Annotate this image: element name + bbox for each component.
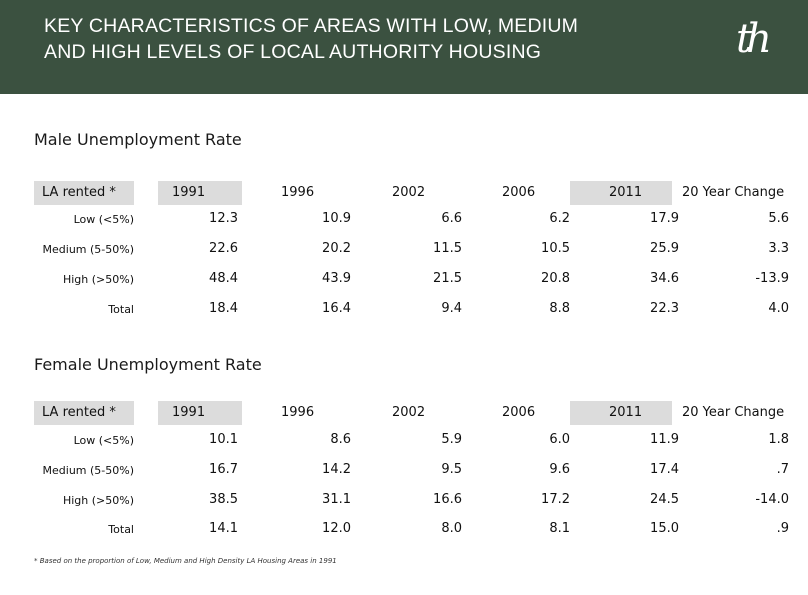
cell-1991: 22.6 [209,241,238,256]
row-label: Medium (5-50%) [42,464,134,477]
column-header-la-rented: LA rented * [42,405,116,420]
column-header-2002: 2002 [392,185,426,200]
cell-2006: 9.6 [549,462,570,477]
column-header-2006: 2006 [502,185,536,200]
male-table-header: LA rented * 1991 1996 2002 2006 2011 20 … [0,181,808,205]
table-row: High (>50%) 48.4 43.9 21.5 20.8 34.6 -13… [0,266,808,294]
cell-1996: 14.2 [322,462,351,477]
cell-2011: 11.9 [650,432,679,447]
cell-2006: 8.1 [549,521,570,536]
table-row: High (>50%) 38.5 31.1 16.6 17.2 24.5 -14… [0,487,808,515]
cell-2002: 21.5 [433,271,462,286]
cell-1991: 12.3 [209,211,238,226]
cell-2006: 6.2 [549,211,570,226]
table-row: Medium (5-50%) 22.6 20.2 11.5 10.5 25.9 … [0,236,808,264]
column-header-2002: 2002 [392,405,426,420]
page-title-line-2: AND HIGH LEVELS OF LOCAL AUTHORITY HOUSI… [44,41,542,63]
brand-logo: th [736,16,772,62]
cell-2002: 8.0 [441,521,462,536]
row-label: Total [108,303,134,316]
female-table-header: LA rented * 1991 1996 2002 2006 2011 20 … [0,401,808,425]
cell-2006: 20.8 [541,271,570,286]
footnote: * Based on the proportion of Low, Medium… [34,557,337,565]
header-band [158,181,242,205]
page-title: KEY CHARACTERISTICS OF AREAS WITH LOW, M… [44,13,684,65]
header-band [158,401,242,425]
row-label: Low (<5%) [73,434,134,447]
cell-2011: 24.5 [650,492,679,507]
cell-1991: 14.1 [209,521,238,536]
cell-change: 1.8 [768,432,789,447]
column-header-20-year-change: 20 Year Change [682,405,785,420]
cell-1996: 12.0 [322,521,351,536]
cell-1991: 16.7 [209,462,238,477]
cell-2002: 11.5 [433,241,462,256]
column-header-20-year-change: 20 Year Change [682,185,785,200]
cell-1996: 31.1 [322,492,351,507]
cell-2006: 17.2 [541,492,570,507]
header-band [570,181,672,205]
cell-2011: 22.3 [650,301,679,316]
cell-2011: 17.4 [650,462,679,477]
cell-1991: 38.5 [209,492,238,507]
column-header-2011: 2011 [609,185,643,200]
column-header-1996: 1996 [281,405,315,420]
cell-2006: 8.8 [549,301,570,316]
row-label: Low (<5%) [73,213,134,226]
table-row: Low (<5%) 10.1 8.6 5.9 6.0 11.9 1.8 [0,427,808,455]
column-header-2006: 2006 [502,405,536,420]
male-section-title: Male Unemployment Rate [34,130,242,149]
row-label: High (>50%) [62,494,134,507]
cell-change: 5.6 [768,211,789,226]
cell-2011: 34.6 [650,271,679,286]
cell-change: 3.3 [768,241,789,256]
column-header-1991: 1991 [172,185,206,200]
cell-2002: 9.5 [441,462,462,477]
row-label: Total [108,523,134,536]
cell-1996: 8.6 [330,432,351,447]
cell-change: .7 [776,462,789,477]
cell-2006: 10.5 [541,241,570,256]
cell-2002: 9.4 [441,301,462,316]
cell-2002: 6.6 [441,211,462,226]
cell-2011: 25.9 [650,241,679,256]
cell-1996: 43.9 [322,271,351,286]
cell-1996: 20.2 [322,241,351,256]
cell-1991: 10.1 [209,432,238,447]
header-band [570,401,672,425]
page-title-line-1: KEY CHARACTERISTICS OF AREAS WITH LOW, M… [44,15,579,37]
cell-2002: 5.9 [441,432,462,447]
female-section-title: Female Unemployment Rate [34,355,262,374]
table-row: Low (<5%) 12.3 10.9 6.6 6.2 17.9 5.6 [0,206,808,234]
row-label: Medium (5-50%) [42,243,134,256]
cell-2011: 15.0 [650,521,679,536]
column-header-1996: 1996 [281,185,315,200]
column-header-la-rented: LA rented * [42,185,116,200]
title-banner: KEY CHARACTERISTICS OF AREAS WITH LOW, M… [0,0,808,94]
cell-change: -13.9 [755,271,789,286]
cell-1996: 10.9 [322,211,351,226]
cell-change: .9 [776,521,789,536]
table-row: Total 14.1 12.0 8.0 8.1 15.0 .9 [0,516,808,544]
table-row: Medium (5-50%) 16.7 14.2 9.5 9.6 17.4 .7 [0,457,808,485]
cell-1996: 16.4 [322,301,351,316]
cell-2002: 16.6 [433,492,462,507]
cell-1991: 18.4 [209,301,238,316]
column-header-1991: 1991 [172,405,206,420]
cell-2011: 17.9 [650,211,679,226]
cell-change: -14.0 [755,492,789,507]
cell-change: 4.0 [768,301,789,316]
row-label: High (>50%) [62,273,134,286]
cell-1991: 48.4 [209,271,238,286]
cell-2006: 6.0 [549,432,570,447]
column-header-2011: 2011 [609,405,643,420]
header-band [34,401,134,425]
header-band [34,181,134,205]
table-row: Total 18.4 16.4 9.4 8.8 22.3 4.0 [0,296,808,324]
